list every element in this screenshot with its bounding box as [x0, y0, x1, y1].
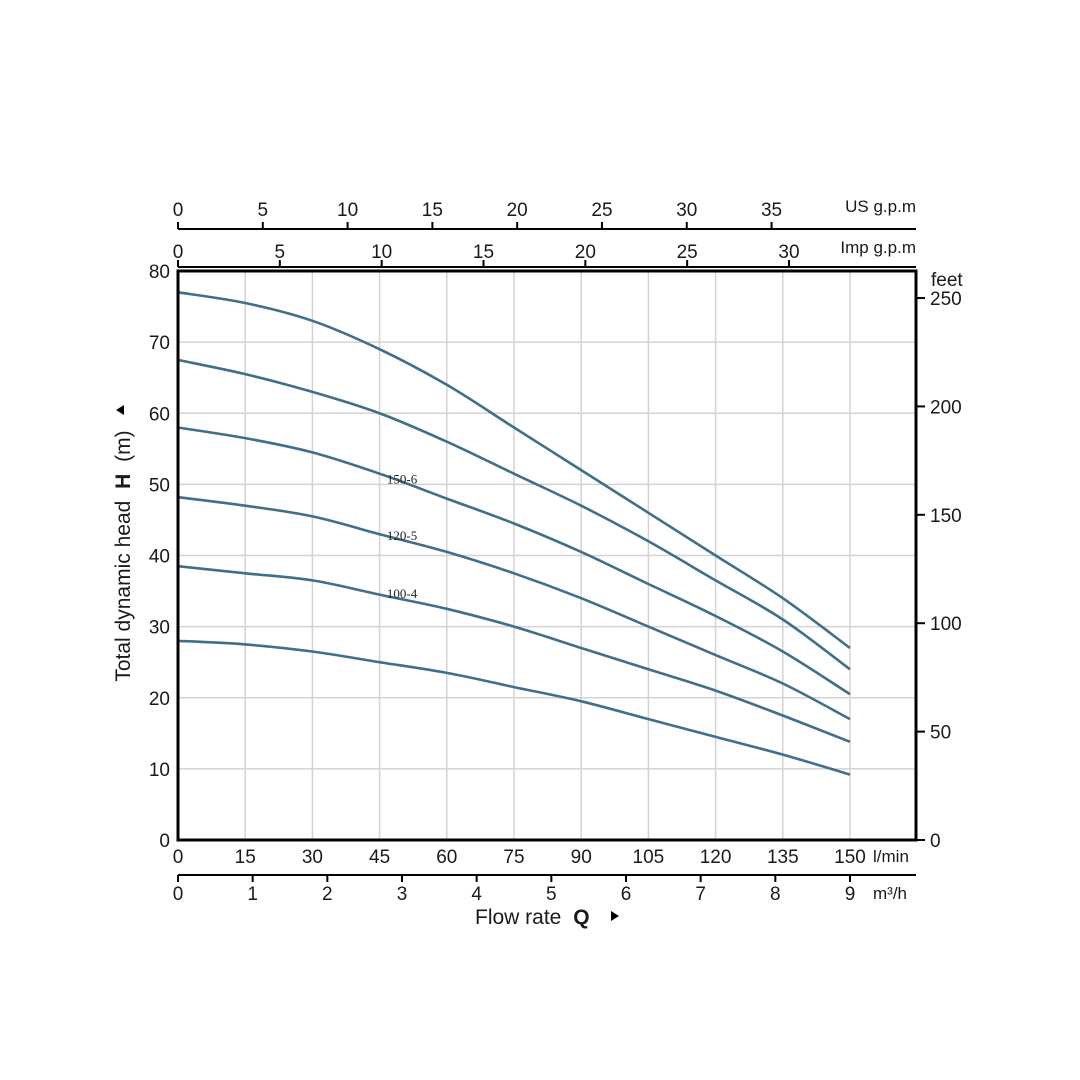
y-tick-label: 30: [149, 618, 170, 639]
x-axis-title-text: Flow rate: [475, 906, 561, 929]
us-gpm-tick-label: 5: [258, 200, 269, 221]
series-label: 150-6: [387, 472, 418, 487]
x-axis-arrow: [611, 911, 619, 921]
imp-gpm-tick-label: 25: [677, 242, 698, 263]
m3h-tick-label: 0: [173, 884, 184, 905]
y-tick-label: 0: [159, 831, 170, 852]
y-axis-title-text: Total dynamic head: [112, 501, 135, 682]
y-axis-title: Total dynamic head H (m): [112, 430, 135, 681]
m3h-tick-label: 2: [322, 884, 333, 905]
x-tick-label: 135: [767, 847, 799, 868]
imp-gpm-tick-label: 5: [275, 242, 286, 263]
y-axis-unit: (m): [112, 430, 135, 461]
y-tick-label: 70: [149, 333, 170, 354]
right-tick-label: 150: [930, 506, 962, 527]
imp-gpm-tick-label: 30: [778, 242, 799, 263]
us-gpm-tick-label: 15: [422, 200, 443, 221]
grid: [178, 271, 916, 840]
y-tick-label: 10: [149, 760, 170, 781]
imp-gpm-tick-label: 10: [371, 242, 392, 263]
series-line-100-4: [177, 564, 851, 744]
us-gpm-tick-label: 30: [676, 200, 697, 221]
x-tick-label: 0: [173, 847, 184, 868]
x-tick-label: 60: [436, 847, 457, 868]
m3h-tick-label: 3: [397, 884, 408, 905]
y-tick-label: 50: [149, 475, 170, 496]
top-unit-imp: Imp g.p.m: [840, 238, 916, 257]
x-tick-label: 105: [633, 847, 665, 868]
right-tick-label: 0: [930, 831, 941, 852]
series-line-curve-6: [177, 639, 851, 776]
series-line-150-6: [177, 426, 851, 696]
imp-gpm-tick-label: 15: [473, 242, 494, 263]
us-gpm-tick-label: 25: [591, 200, 612, 221]
us-gpm-tick-label: 20: [507, 200, 528, 221]
y-axis-arrow: [116, 405, 124, 415]
y-axis-symbol: H: [112, 474, 135, 489]
m3h-tick-label: 4: [471, 884, 482, 905]
right-tick-label: 50: [930, 723, 951, 744]
x-tick-label: 75: [503, 847, 524, 868]
m3h-tick-label: 7: [695, 884, 706, 905]
series-line-120-5: [177, 495, 851, 721]
y-tick-label: 40: [149, 547, 170, 568]
m3h-tick-label: 9: [845, 884, 856, 905]
x-unit-m3h: m³/h: [873, 884, 907, 903]
series-line-curve-2: [177, 358, 851, 671]
x-tick-label: 120: [700, 847, 732, 868]
imp-gpm-tick-label: 0: [173, 242, 184, 263]
right-tick-label: 100: [930, 614, 962, 635]
top-unit-us: US g.p.m: [845, 197, 916, 216]
x-tick-label: 45: [369, 847, 390, 868]
x-tick-label: 15: [235, 847, 256, 868]
us-gpm-tick-label: 10: [337, 200, 358, 221]
us-gpm-tick-label: 35: [761, 200, 782, 221]
x-axis-title: Flow rate Q: [475, 906, 590, 929]
m3h-tick-label: 5: [546, 884, 557, 905]
imp-gpm-tick-label: 20: [575, 242, 596, 263]
series-label: 100-4: [387, 586, 418, 601]
m3h-tick-label: 6: [621, 884, 632, 905]
right-tick-label: 200: [930, 397, 962, 418]
m3h-tick-label: 1: [247, 884, 258, 905]
series-label: 120-5: [387, 528, 417, 543]
plot-frame: [176, 269, 918, 842]
right-tick-label: 250: [930, 289, 962, 310]
x-tick-label: 30: [302, 847, 323, 868]
series-line-curve-1: [177, 291, 851, 650]
y-tick-label: 80: [149, 262, 170, 283]
x-unit-lmin: l/min: [873, 847, 909, 866]
right-unit-feet: feet: [931, 270, 963, 291]
series-lines: [177, 291, 851, 776]
us-gpm-tick-label: 0: [173, 200, 184, 221]
x-tick-label: 90: [571, 847, 592, 868]
x-tick-label: 150: [834, 847, 866, 868]
x-axis-symbol: Q: [573, 906, 589, 929]
m3h-tick-label: 8: [770, 884, 781, 905]
series-labels: 150-6 120-5 100-4: [387, 472, 418, 602]
y-tick-label: 20: [149, 689, 170, 710]
y-tick-label: 60: [149, 404, 170, 425]
